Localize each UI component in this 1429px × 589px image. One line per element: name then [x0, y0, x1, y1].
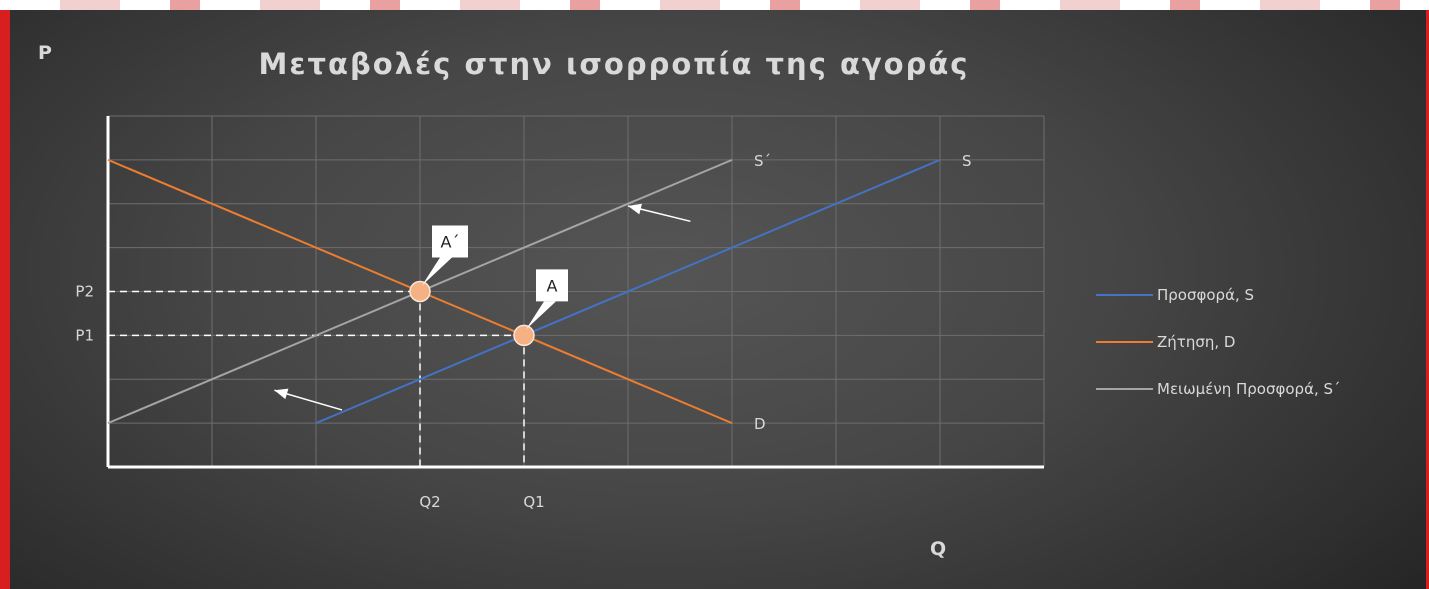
callout-box: [536, 269, 568, 302]
y-axis-label: P: [38, 42, 52, 64]
chart-title: Μεταβολές στην ισορροπία της αγοράς: [259, 47, 970, 81]
legend-label: Προσφορά, S: [1157, 286, 1254, 304]
series-line-supply: [315, 158, 941, 425]
callout-pointer: [526, 301, 556, 330]
shift-arrow-head: [274, 388, 289, 400]
equilibrium-point: [409, 280, 431, 303]
grid-lines: [108, 115, 1045, 467]
legend-label: Μειωμένη Προσφορά, S΄: [1157, 380, 1341, 398]
x-tick-label: Q2: [419, 493, 440, 511]
x-tick-label: Q1: [523, 493, 544, 511]
series-end-label-reduced-supply: S΄: [754, 152, 771, 170]
equilibrium-point: [513, 324, 535, 347]
series-end-labels: S D S΄: [754, 152, 972, 433]
callout-pointer: [422, 257, 452, 286]
legend-label: Ζήτηση, D: [1157, 333, 1235, 351]
top-stripe: [0, 0, 1429, 10]
y-tick-label: P1: [75, 326, 94, 344]
equilibrium-markers: A A΄: [409, 225, 568, 347]
equilibrium-label: A: [547, 276, 558, 295]
tick-labels: P1 Q1 P2 Q2: [75, 283, 544, 512]
legend: Προσφορά, S Ζήτηση, D Μειωμένη Προσφορά, S…: [1096, 286, 1341, 398]
shift-arrow-head: [628, 203, 642, 215]
x-axis-label: Q: [930, 538, 946, 560]
y-tick-label: P2: [75, 283, 94, 301]
series-end-label-supply: S: [962, 152, 972, 170]
shift-arrows: [274, 203, 691, 411]
equilibrium-label: A΄: [441, 233, 460, 252]
callout-box: [432, 225, 468, 258]
chart-panel: [10, 10, 1426, 589]
series-end-label-demand: D: [754, 415, 766, 433]
